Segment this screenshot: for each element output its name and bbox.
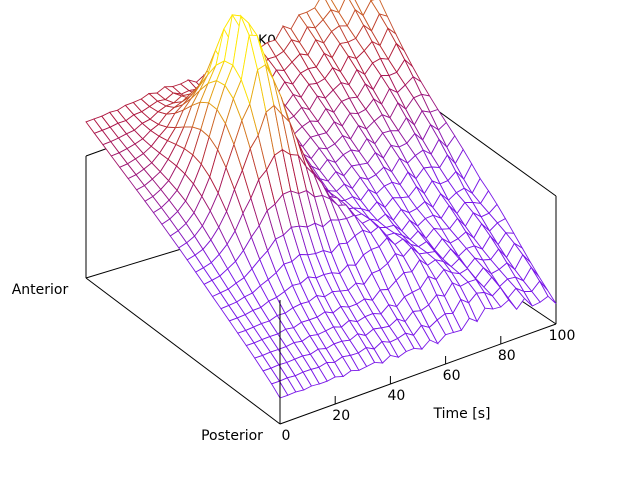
axes-box-front [85, 277, 557, 425]
time-tick-label: 0 [282, 428, 291, 444]
axis-line-time [279, 323, 557, 425]
time-tick-label: 40 [387, 388, 405, 404]
axis-label-posterior: Posterior [201, 428, 263, 444]
time-tick-label: 60 [443, 368, 461, 384]
axis-label-anterior: Anterior [12, 282, 69, 298]
time-axis-ticks: 0 20 40 60 80 100 [279, 316, 576, 444]
axis-line-position [85, 277, 281, 425]
time-tick-label: 100 [549, 328, 576, 344]
time-tick-label: 20 [332, 408, 350, 424]
surface-mesh [85, 0, 557, 399]
axis-label-time: Time [s] [433, 406, 491, 422]
time-tick-label: 80 [498, 348, 516, 364]
surface-cell [539, 280, 557, 305]
